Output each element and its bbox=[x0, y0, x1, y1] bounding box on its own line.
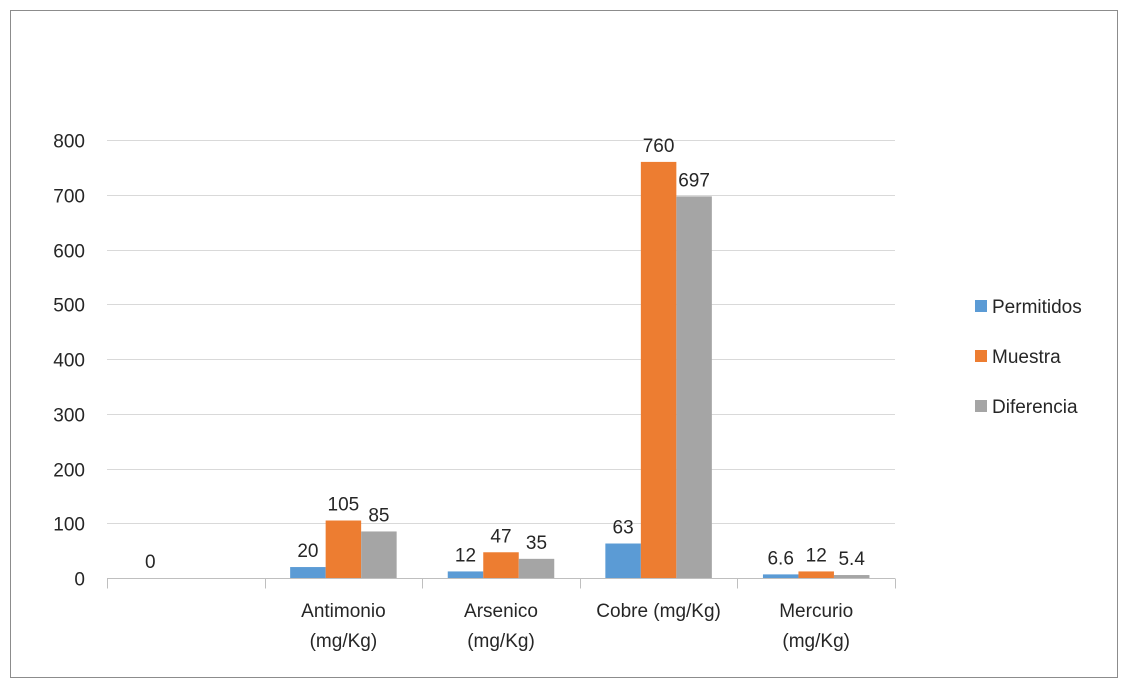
data-label: 697 bbox=[678, 170, 710, 191]
data-label: 20 bbox=[297, 541, 318, 562]
data-label: 105 bbox=[328, 495, 360, 516]
bar-permitidos-3 bbox=[605, 543, 641, 578]
legend-swatch-diferencia bbox=[975, 400, 987, 412]
data-label: 760 bbox=[643, 136, 675, 157]
legend-label-muestra: Muestra bbox=[992, 347, 1061, 368]
bar-muestra-4 bbox=[798, 571, 834, 578]
category-label: Antimonio (mg/Kg) bbox=[301, 601, 386, 652]
data-label: 47 bbox=[490, 526, 511, 547]
bar-permitidos-2 bbox=[447, 571, 484, 578]
y-tick-label: 0 bbox=[74, 570, 85, 591]
y-tick-label: 200 bbox=[53, 461, 85, 482]
bars bbox=[290, 161, 870, 578]
data-label: 35 bbox=[526, 533, 547, 554]
bar-muestra-2 bbox=[483, 552, 519, 578]
data-labels: 0 20 12 63 6.6 105 47 760 12 85 35 697 5.4 bbox=[145, 136, 865, 573]
legend: Permitidos Muestra Diferencia bbox=[975, 297, 1082, 418]
bar-permitidos-4 bbox=[762, 574, 799, 578]
gridlines bbox=[107, 140, 895, 524]
data-label: 0 bbox=[145, 552, 156, 573]
category-label: Arsenico (mg/Kg) bbox=[464, 601, 538, 652]
chart-frame bbox=[10, 10, 1118, 678]
legend-swatch-muestra bbox=[975, 350, 987, 362]
data-label: 6.6 bbox=[767, 548, 793, 569]
bar-muestra-1 bbox=[325, 520, 362, 578]
y-tick-label: 300 bbox=[53, 406, 85, 427]
legend-label-permitidos: Permitidos bbox=[992, 297, 1082, 318]
data-label: 63 bbox=[613, 518, 634, 539]
bar-diferencia-4 bbox=[833, 575, 870, 578]
y-tick-label: 100 bbox=[53, 515, 85, 536]
data-label: 12 bbox=[806, 545, 827, 566]
category-label: Mercurio (mg/Kg) bbox=[779, 601, 853, 652]
data-label: 12 bbox=[455, 545, 476, 566]
bar-diferencia-3 bbox=[676, 196, 712, 578]
y-tick-label: 500 bbox=[53, 296, 85, 317]
bar-diferencia-2 bbox=[518, 558, 555, 578]
y-tick-label: 700 bbox=[53, 187, 85, 208]
data-label: 85 bbox=[368, 505, 389, 526]
legend-label-diferencia: Diferencia bbox=[992, 397, 1078, 418]
y-tick-label: 600 bbox=[53, 242, 85, 263]
category-label: Cobre (mg/Kg) bbox=[596, 601, 721, 622]
bar-diferencia-1 bbox=[361, 531, 397, 578]
data-label: 5.4 bbox=[838, 549, 865, 570]
bar-muestra-3 bbox=[640, 161, 677, 578]
bar-permitidos-1 bbox=[290, 567, 326, 578]
legend-swatch-permitidos bbox=[975, 300, 987, 312]
y-tick-label: 800 bbox=[53, 132, 85, 153]
y-tick-label: 400 bbox=[53, 351, 85, 372]
